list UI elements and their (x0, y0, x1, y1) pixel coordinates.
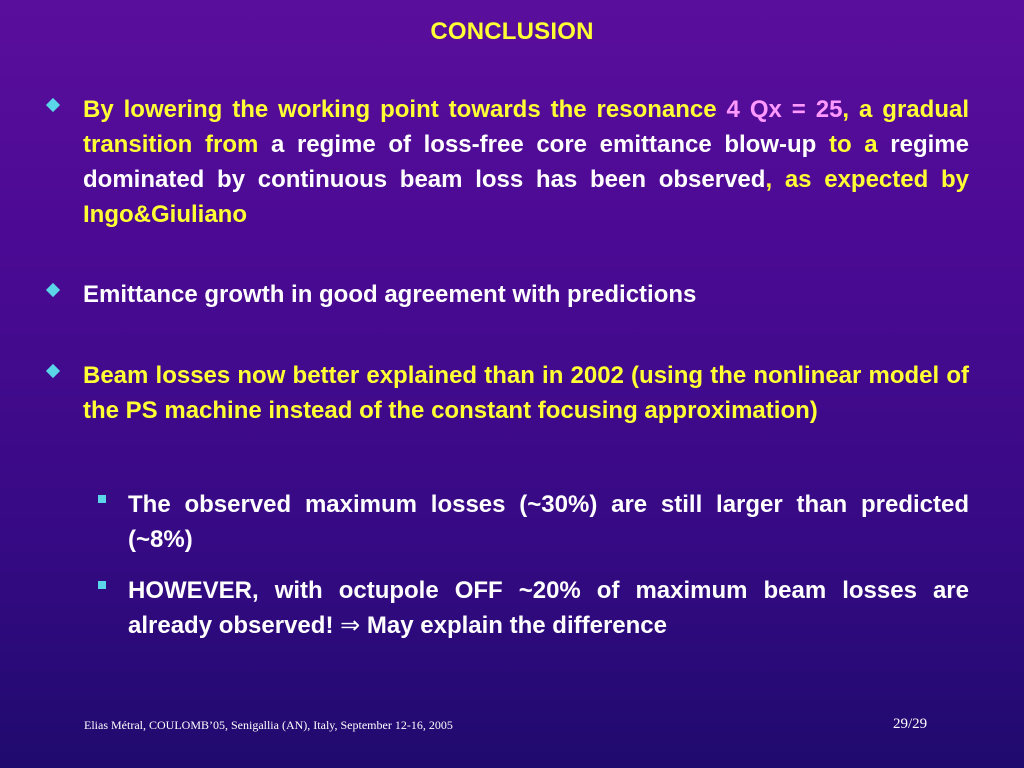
bullet-1-segment: to a (816, 131, 891, 158)
footer-citation: Elias Métral, COULOMB’05, Senigallia (AN… (84, 718, 453, 732)
diamond-bullet-icon (45, 97, 61, 113)
square-bullet-icon (98, 581, 106, 589)
sub-bullet-text-1: The observed maximum losses (~30%) are s… (128, 491, 969, 553)
bullet-text-1: By lowering the working point towards th… (83, 92, 969, 232)
square-bullet-icon (98, 495, 106, 503)
implies-arrow-icon: ⇒ (340, 612, 361, 639)
bullet-1-segment: regime dominated by continuous beam loss… (83, 131, 969, 193)
bullet-1-segment: By lowering the working point towards th… (83, 96, 727, 123)
sub-bullet-2-text: HOWEVER, with octupole OFF ~20% of maxim… (128, 577, 969, 639)
diamond-bullet-icon (45, 282, 61, 298)
bullet-1-segment: , a gradual transition from (83, 96, 969, 158)
page-number: 29/29 (893, 716, 928, 732)
bullet-text-3: Beam losses now better explained than in… (83, 362, 969, 424)
slide-title: CONCLUSION (430, 18, 594, 45)
diamond-bullet-icon (45, 363, 61, 379)
bullet-1-segment: a regime of loss-free core emittance blo… (270, 131, 817, 158)
bullet-1-segment: , as expected by Ingo&Giuliano (83, 166, 969, 228)
sub-bullet-text-2: HOWEVER, with octupole OFF ~20% of maxim… (128, 573, 969, 643)
resonance-value: 4 Qx = 25 (726, 96, 843, 123)
bullet-text-2: Emittance growth in good agreement with … (83, 281, 697, 308)
sub-bullet-2-text: May explain the difference (360, 612, 667, 639)
